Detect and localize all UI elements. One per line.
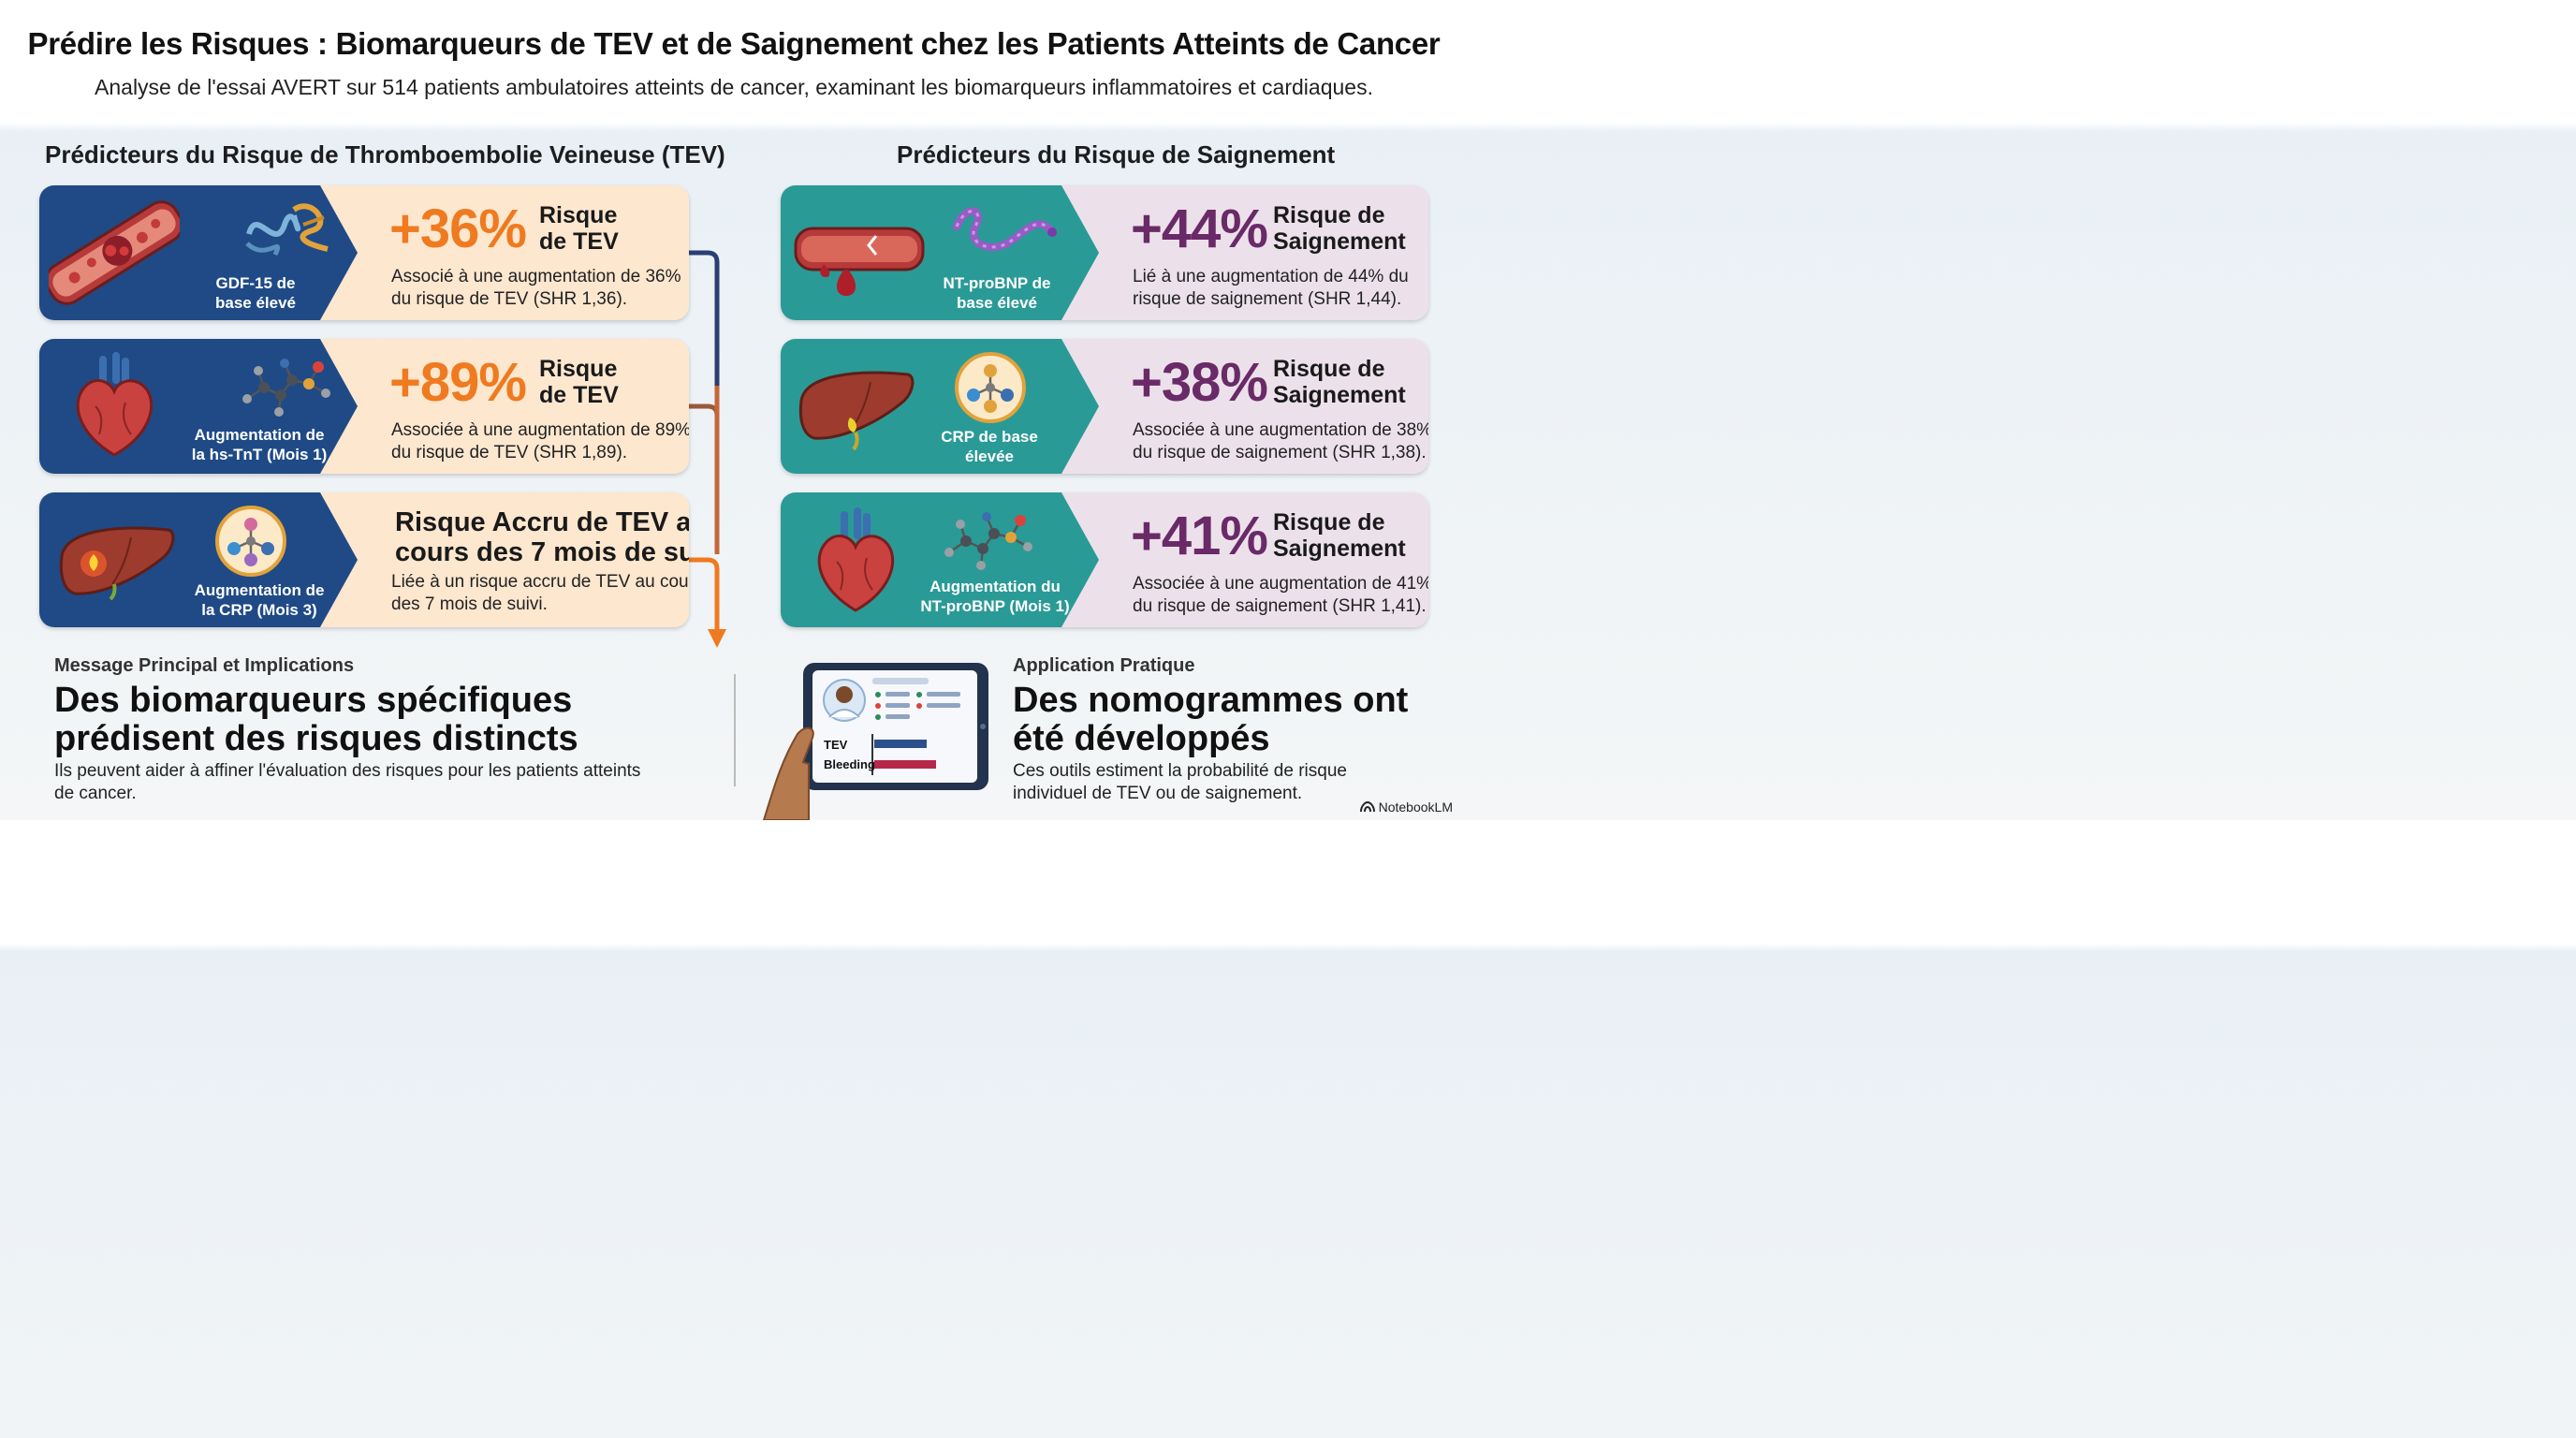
- message-text: Ils peuvent aider à affiner l'évaluation…: [54, 761, 641, 803]
- biomarker-label: CRP de base élevée: [941, 428, 1038, 465]
- chevron-divider: [1058, 339, 1099, 474]
- chevron-divider: [1058, 185, 1099, 320]
- molecule-badge-icon: [215, 506, 286, 577]
- bleeding-section-heading: Prédicteurs du Risque de Saignement: [897, 140, 1336, 169]
- peptide-chain-icon: [953, 207, 1057, 251]
- bleeding-card-ntprobnp-month1: +41% Risque de Saignement Associée à une …: [781, 492, 1428, 627]
- notebooklm-logo-icon: [1359, 801, 1375, 813]
- blood-vessel-clot-icon: [49, 200, 180, 305]
- heart-icon: [817, 507, 895, 612]
- molecule-icon: [944, 512, 1032, 570]
- protein-molecule-icon: [245, 203, 329, 257]
- tev-card-hstnt: +89% Risque de TEV Associée à une augment…: [39, 339, 689, 474]
- message-headline: Des biomarqueurs spécifiques prédisent de…: [54, 681, 578, 758]
- section-divider: [734, 674, 736, 786]
- tev-percent: +89%: [389, 352, 527, 413]
- bleeding-description: Associée à une augmentation de 41% du ris…: [1133, 574, 1428, 616]
- tablet-nomogram-illustration: TEV Bleeding: [762, 663, 988, 820]
- bleeding-percent: +41%: [1131, 506, 1268, 566]
- bleeding-card-crp: +38% Risque de Saignement Associée à une …: [781, 339, 1428, 474]
- brand-name: NotebookLM: [1378, 800, 1453, 814]
- bleeding-description: Lié à une augmentation de 44% du risque d…: [1133, 267, 1409, 309]
- biomarker-label: Augmentation du NT-proBNP (Mois 1): [920, 578, 1070, 615]
- application-label: Application Pratique: [1013, 655, 1195, 676]
- nomogram-bar-label-tev: TEV: [824, 738, 848, 752]
- bleeding-vessel-icon: [794, 227, 925, 296]
- tev-description: Liée à un risque accru de TEV au cours de…: [391, 572, 689, 614]
- application-text: Ces outils estiment la probabilité de ri…: [1013, 761, 1347, 803]
- page-subtitle: Analyse de l'essai AVERT sur 514 patient…: [95, 75, 1373, 99]
- flow-arrow: [689, 250, 726, 648]
- bleeding-risk-title: Risque de Saignement: [1273, 356, 1406, 408]
- nomogram-bar-label-bleeding: Bleeding: [824, 757, 875, 771]
- bleeding-risk-title: Risque de Saignement: [1273, 509, 1406, 562]
- bleeding-description: Associée à une augmentation de 38% du ris…: [1133, 420, 1428, 462]
- biomarker-label: NT-proBNP de base élevé: [943, 274, 1051, 312]
- tev-risk-headline: Risque Accru de TEV au cours des 7 mois d…: [395, 507, 689, 567]
- bleeding-percent: +38%: [1131, 352, 1268, 413]
- tev-risk-title: Risque de TEV: [539, 202, 619, 255]
- bleeding-risk-title: Risque de Saignement: [1273, 202, 1406, 255]
- notebooklm-brand: NotebookLM: [1359, 800, 1453, 814]
- molecule-icon: [242, 359, 330, 417]
- bleeding-card-ntprobnp-baseline: +44% Risque de Saignement Lié à une augme…: [781, 185, 1428, 320]
- chevron-divider: [316, 492, 358, 627]
- chevron-divider: [1058, 492, 1099, 627]
- tev-card-crp: Risque Accru de TEV au cours des 7 mois d…: [39, 492, 689, 627]
- tev-section-heading: Prédicteurs du Risque de Thromboembolie …: [45, 140, 725, 169]
- liver-icon: [798, 371, 915, 451]
- chevron-divider: [316, 339, 358, 474]
- tev-risk-title: Risque de TEV: [539, 356, 619, 408]
- biomarker-label: GDF-15 de base élevé: [214, 274, 296, 312]
- message-label: Message Principal et Implications: [54, 655, 355, 676]
- tev-card-gdf15: +36% Risque de TEV Associé à une augmenta…: [39, 185, 689, 320]
- chevron-divider: [316, 185, 358, 320]
- page-title: Prédire les Risques : Biomarqueurs de TE…: [27, 26, 1441, 61]
- tev-description: Associée à une augmentation de 89% du ris…: [391, 420, 689, 462]
- tev-percent: +36%: [389, 198, 527, 259]
- biomarker-label: Augmentation de la CRP (Mois 3): [194, 581, 325, 619]
- heart-icon: [76, 352, 154, 457]
- molecule-badge-icon: [955, 352, 1026, 423]
- tev-description: Associé à une augmentation de 36% du risq…: [391, 267, 681, 309]
- biomarker-label: Augmentation de la hs-TnT (Mois 1): [191, 426, 328, 463]
- application-headline: Des nomogrammes ont été développés: [1013, 681, 1409, 758]
- bleeding-percent: +44%: [1131, 198, 1268, 259]
- inflamed-liver-icon: [59, 526, 175, 601]
